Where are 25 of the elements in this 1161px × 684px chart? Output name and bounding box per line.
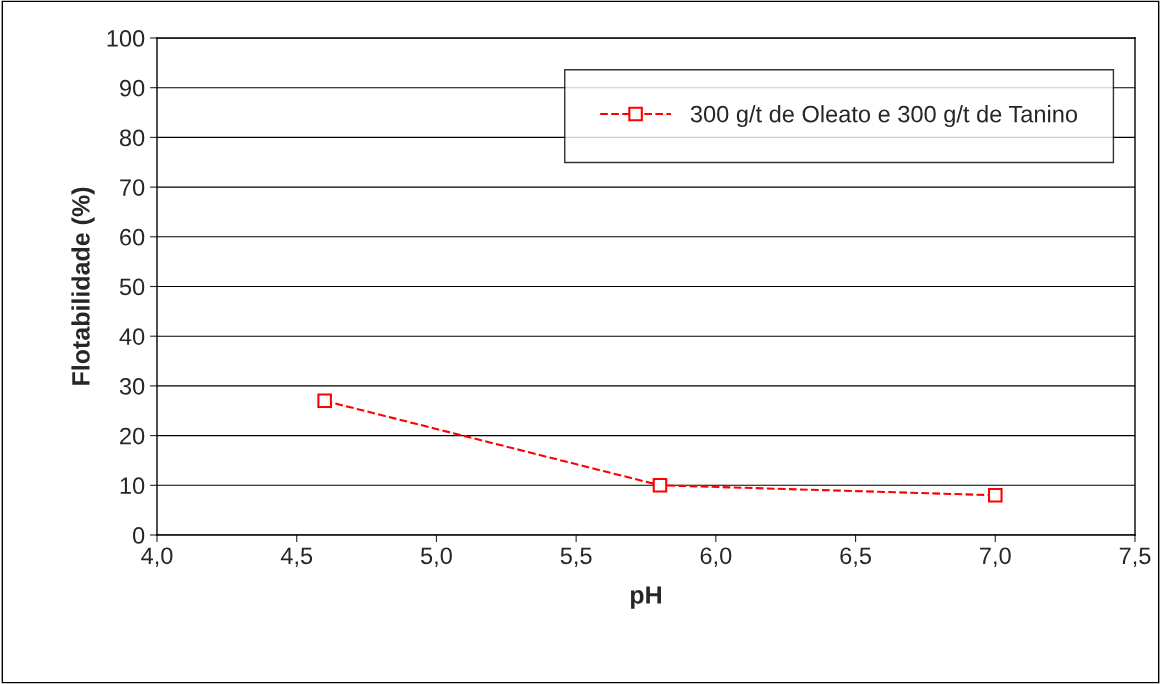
x-tick-label: 7,5 <box>1119 547 1151 567</box>
y-tick-label: 0 <box>132 527 145 544</box>
y-tick-label: 30 <box>119 377 145 395</box>
y-tick-label: 100 <box>107 30 145 47</box>
x-tick-label: 5,0 <box>420 547 452 567</box>
y-tick-label: 50 <box>119 278 145 296</box>
legend-label: 300 g/t de Oleato e 300 g/t de Tanino <box>690 105 1078 128</box>
x-axis-title: pH <box>630 586 661 609</box>
y-tick-label: 40 <box>119 328 145 345</box>
x-tick-label: 6,0 <box>700 547 732 567</box>
y-axis-title: Flotabilidade (%) <box>71 187 95 385</box>
y-tick-label: 60 <box>120 228 145 246</box>
y-tick-label: 80 <box>119 129 145 147</box>
x-tick-label: 7,0 <box>980 547 1011 567</box>
point <box>652 478 668 493</box>
y-tick-label: 90 <box>120 79 145 97</box>
y-tick-label: 20 <box>120 427 145 445</box>
x-tick-label: 5,5 <box>560 547 592 567</box>
point <box>317 393 332 409</box>
point <box>988 487 1003 503</box>
x-tick-label: 4,0 <box>141 547 173 567</box>
x-tick-label: 6,5 <box>840 547 871 567</box>
y-tick-label: 10 <box>120 477 145 495</box>
x-tick-label: 4,5 <box>280 547 313 567</box>
y-tick-label: 70 <box>120 179 145 196</box>
